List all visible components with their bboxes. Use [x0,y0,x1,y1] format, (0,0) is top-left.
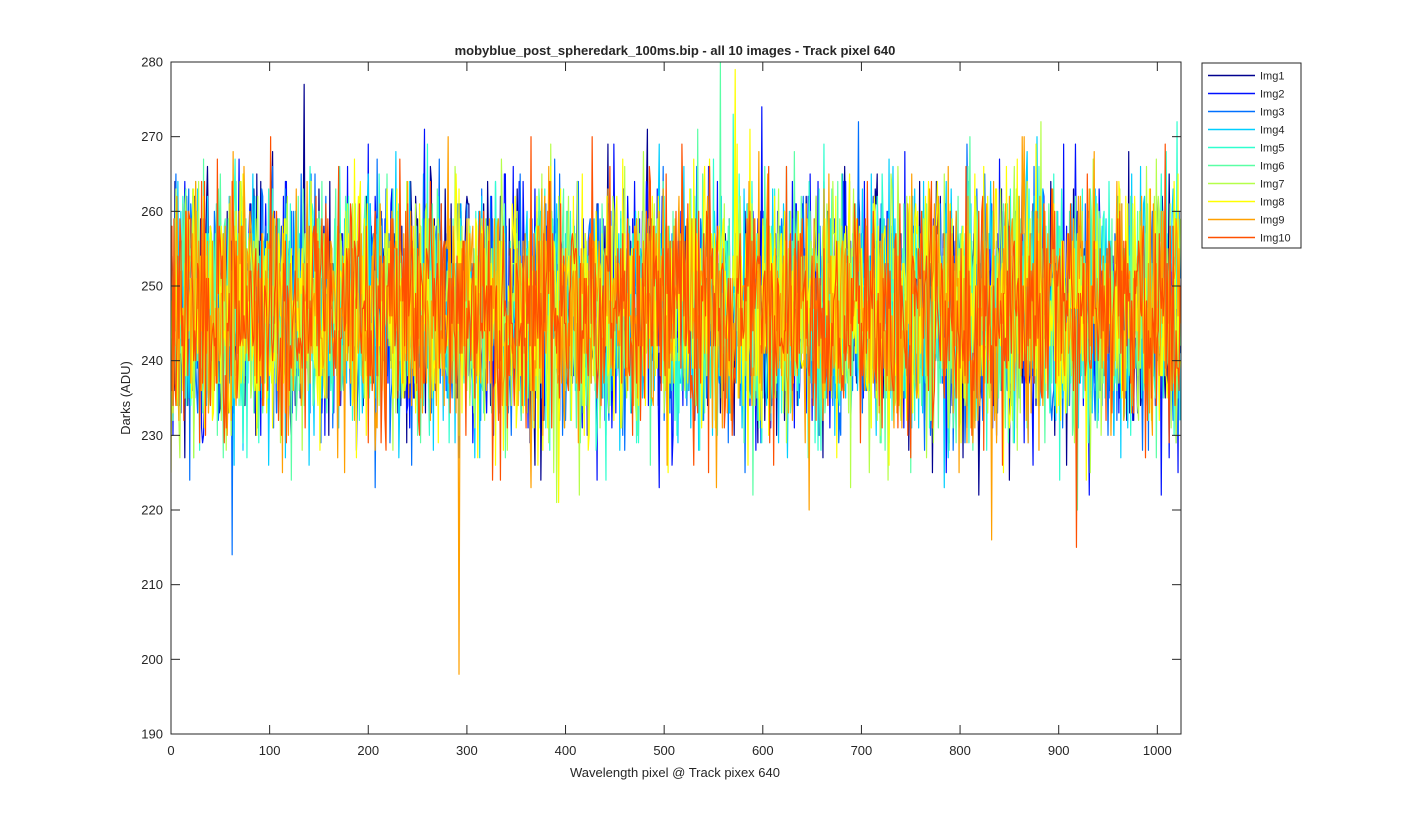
x-tick-label: 0 [167,743,174,758]
y-tick-label: 210 [141,577,163,592]
y-tick-label: 200 [141,652,163,667]
plot-frame [170,61,1182,735]
x-tick-label: 700 [851,743,873,758]
y-tick-label: 250 [141,279,163,294]
x-tick-label: 600 [752,743,774,758]
x-axis-label: Wavelength pixel @ Track pixex 640 [570,765,780,780]
legend-label-img10: Img10 [1260,233,1291,245]
legend-label-img2: Img2 [1260,89,1284,101]
x-tick-label: 400 [555,743,577,758]
y-axis-label: Darks (ADU) [118,361,133,435]
legend-label-img7: Img7 [1260,179,1284,191]
ticks-layer: 0 100 200 300 400 500 600 700 800 900 1000 190 200 21… [141,55,1181,758]
legend-label-img4: Img4 [1260,125,1284,137]
y-tick-label: 270 [141,129,163,144]
x-tick-label: 200 [357,743,379,758]
legend-label-img3: Img3 [1260,107,1284,119]
x-tick-label: 300 [456,743,478,758]
y-tick-label: 230 [141,428,163,443]
legend-label-img5: Img5 [1260,143,1284,155]
y-tick-label: 220 [141,503,163,518]
x-tick-label: 500 [653,743,675,758]
legend-label-img9: Img9 [1260,215,1284,227]
x-tick-label: 1000 [1143,743,1172,758]
legend-label-img6: Img6 [1260,161,1284,173]
x-tick-label: 900 [1048,743,1070,758]
legend-label-img1: Img1 [1260,71,1284,83]
y-tick-label: 280 [141,55,163,70]
legend: Img1 Img2 Img3 Img4 Img5 Img6 Img7 Img8 Img9 Img1… [1201,62,1302,249]
x-tick-label: 800 [949,743,971,758]
y-tick-label: 190 [141,727,163,742]
legend-label-img8: Img8 [1260,197,1284,209]
y-tick-label: 260 [141,204,163,219]
series-line-img10 [171,136,1181,548]
chart-title: mobyblue_post_spheredark_100ms.bip - all… [455,43,896,58]
y-tick-label: 240 [141,353,163,368]
x-tick-label: 100 [259,743,281,758]
series-layer [171,62,1181,675]
